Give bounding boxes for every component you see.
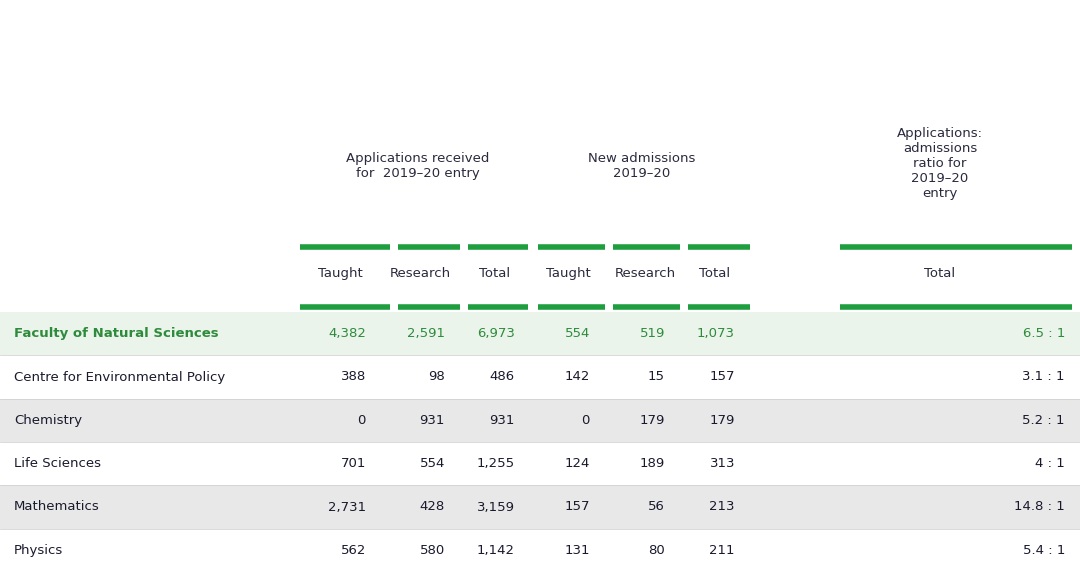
Text: 6.5 : 1: 6.5 : 1: [1023, 327, 1065, 340]
Text: 3.1 : 1: 3.1 : 1: [1023, 371, 1065, 383]
Text: 701: 701: [340, 457, 366, 470]
Text: Applications and admissions – postgraduate*: Applications and admissions – postgradua…: [15, 17, 528, 35]
Text: 388: 388: [341, 371, 366, 383]
Text: 554: 554: [565, 327, 590, 340]
Text: 2,591: 2,591: [407, 327, 445, 340]
Text: Taught: Taught: [545, 267, 591, 280]
Text: Faculty of Natural Sciences: Faculty of Natural Sciences: [14, 327, 218, 340]
Text: Taught: Taught: [318, 267, 363, 280]
Text: 486: 486: [490, 371, 515, 383]
Text: 157: 157: [710, 371, 735, 383]
Text: Total: Total: [924, 267, 956, 280]
Text: 15: 15: [648, 371, 665, 383]
Text: 580: 580: [420, 544, 445, 557]
Text: Research: Research: [615, 267, 676, 280]
Text: Physics: Physics: [14, 544, 64, 557]
Text: 179: 179: [639, 414, 665, 427]
Text: Centre for Environmental Policy: Centre for Environmental Policy: [14, 371, 226, 383]
Text: 6,973: 6,973: [477, 327, 515, 340]
Text: 189: 189: [639, 457, 665, 470]
Text: 5.2 : 1: 5.2 : 1: [1023, 414, 1065, 427]
Bar: [0, 485, 1080, 529]
Bar: [0, 529, 1080, 572]
Text: 2,731: 2,731: [328, 500, 366, 514]
Text: 211: 211: [710, 544, 735, 557]
Text: 142: 142: [565, 371, 590, 383]
Bar: [0, 312, 1080, 355]
Text: 3,159: 3,159: [477, 500, 515, 514]
Text: 179: 179: [710, 414, 735, 427]
Text: 562: 562: [340, 544, 366, 557]
Text: 554: 554: [420, 457, 445, 470]
Text: 131: 131: [565, 544, 590, 557]
Text: 1,073: 1,073: [697, 327, 735, 340]
Text: Applications received
for  2019–20 entry: Applications received for 2019–20 entry: [346, 152, 489, 180]
Text: 98: 98: [429, 371, 445, 383]
Text: Chemistry: Chemistry: [14, 414, 82, 427]
Text: 157: 157: [565, 500, 590, 514]
Text: 14.8 : 1: 14.8 : 1: [1014, 500, 1065, 514]
Text: 4,382: 4,382: [328, 327, 366, 340]
Text: 4 : 1: 4 : 1: [1036, 457, 1065, 470]
Bar: [0, 355, 1080, 399]
Text: 313: 313: [710, 457, 735, 470]
Text: Mathematics: Mathematics: [14, 500, 99, 514]
Text: 428: 428: [420, 500, 445, 514]
Text: 931: 931: [420, 414, 445, 427]
Text: Life Sciences: Life Sciences: [14, 457, 102, 470]
Text: Total: Total: [480, 267, 511, 280]
Text: 519: 519: [639, 327, 665, 340]
Text: 5.4 : 1: 5.4 : 1: [1023, 544, 1065, 557]
Text: Applications:
admissions
ratio for
2019–20
entry: Applications: admissions ratio for 2019–…: [897, 127, 983, 200]
Bar: [0, 399, 1080, 442]
Text: Research: Research: [390, 267, 450, 280]
Bar: [0, 442, 1080, 485]
Text: 1,142: 1,142: [477, 544, 515, 557]
Text: 1,255: 1,255: [477, 457, 515, 470]
Text: 80: 80: [648, 544, 665, 557]
Text: 56: 56: [648, 500, 665, 514]
Text: 0: 0: [357, 414, 366, 427]
Text: 213: 213: [710, 500, 735, 514]
Text: 0: 0: [582, 414, 590, 427]
Text: 124: 124: [565, 457, 590, 470]
Text: New admissions
2019–20: New admissions 2019–20: [588, 152, 696, 180]
Text: Total: Total: [700, 267, 730, 280]
Text: 931: 931: [489, 414, 515, 427]
